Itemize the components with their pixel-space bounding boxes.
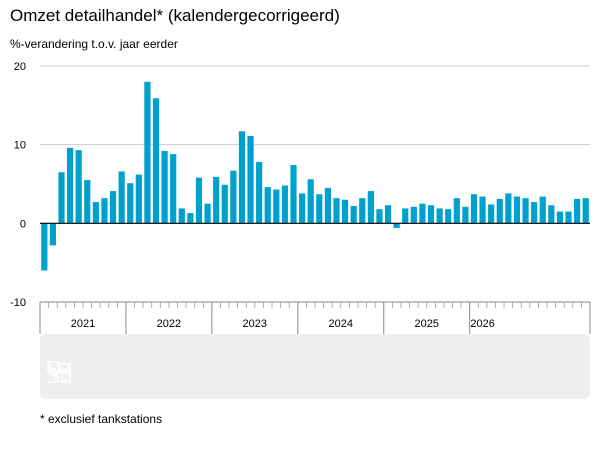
bar	[204, 203, 211, 224]
x-tick-label: 2021	[71, 318, 95, 330]
chart-subtitle: %-verandering t.o.v. jaar eerder	[10, 37, 178, 51]
bar	[135, 174, 142, 224]
bar	[384, 205, 392, 224]
bar	[462, 206, 469, 224]
bar	[367, 191, 374, 224]
bar	[453, 198, 460, 224]
bar	[41, 223, 48, 271]
bar	[238, 131, 246, 224]
bar	[445, 209, 452, 224]
bar	[531, 202, 538, 224]
bar	[49, 223, 56, 246]
bar	[256, 161, 263, 224]
y-tick-label: 10	[14, 140, 26, 152]
bar	[101, 198, 108, 224]
bars	[40, 81, 590, 271]
bar	[522, 198, 529, 224]
bar	[505, 193, 512, 224]
x-tick-label: 2025	[414, 318, 438, 330]
bar	[92, 202, 99, 224]
bar	[359, 198, 366, 224]
bar	[118, 171, 125, 224]
bar	[299, 193, 306, 224]
bar	[170, 154, 177, 224]
bar	[479, 196, 486, 224]
y-tick-label: 20	[14, 61, 26, 73]
bar	[539, 196, 546, 224]
bar	[247, 136, 254, 224]
bar	[144, 81, 151, 224]
bar	[264, 187, 271, 224]
bar	[341, 199, 349, 224]
bar	[187, 213, 194, 224]
bar	[324, 187, 331, 224]
bar	[556, 211, 564, 224]
x-tick-label: 2026	[470, 318, 494, 330]
x-axis: 2021 2022 2023 2024 2025 2026	[39, 301, 591, 334]
bar	[350, 206, 357, 224]
bar	[230, 170, 237, 224]
x-tick-label: 2024	[329, 318, 353, 330]
bar	[419, 203, 426, 224]
bar	[393, 223, 400, 229]
bar	[574, 198, 581, 224]
bar	[402, 208, 409, 224]
footnote: * exclusief tankstations	[40, 412, 163, 426]
bar	[84, 180, 91, 224]
x-tick-label: 2023	[243, 318, 267, 330]
bar	[582, 198, 589, 224]
chart-footer-panel	[40, 334, 590, 399]
bar	[513, 196, 521, 224]
bar	[376, 209, 383, 224]
bar	[565, 211, 572, 224]
bar	[410, 206, 417, 224]
page-title: Omzet detailhandel* (kalendergecorrigeer…	[10, 6, 340, 25]
bar	[127, 183, 134, 224]
bar	[213, 176, 220, 224]
bar	[496, 198, 503, 224]
y-tick-label: 0	[20, 218, 26, 230]
bar	[66, 147, 74, 224]
bar	[109, 191, 117, 224]
bar	[290, 165, 297, 224]
bar	[195, 177, 203, 224]
x-tick-label: 2022	[157, 318, 181, 330]
grid-lines: 20 10 0 -10	[10, 61, 590, 309]
bar	[273, 189, 280, 224]
bar	[152, 98, 160, 224]
bar	[488, 204, 495, 224]
bar	[333, 198, 340, 224]
bar	[436, 208, 443, 224]
bar	[470, 194, 478, 224]
bar	[281, 185, 289, 224]
bar	[178, 208, 185, 224]
bar	[161, 150, 168, 224]
bar	[316, 194, 323, 224]
bar	[548, 205, 555, 224]
cbs-logo-icon	[47, 361, 71, 383]
bar	[221, 184, 228, 224]
bar	[427, 205, 435, 224]
y-tick-label: -10	[10, 297, 26, 309]
bar	[75, 150, 82, 224]
bar	[307, 179, 314, 224]
bar	[58, 172, 65, 224]
